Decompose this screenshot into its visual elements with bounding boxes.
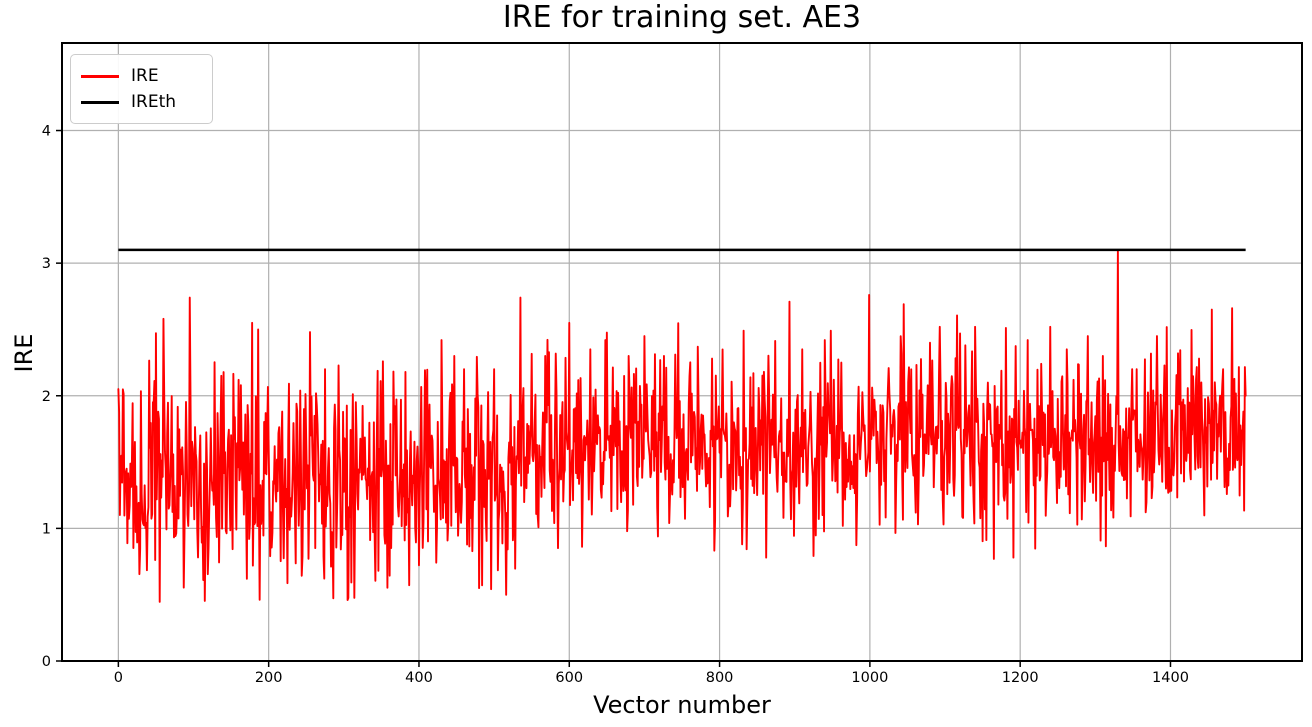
x-tick-label: 1000 (851, 670, 888, 686)
y-tick-label: 0 (42, 654, 51, 670)
ire-line-sample-icon (81, 74, 119, 78)
y-tick-label: 3 (42, 256, 51, 272)
legend-item-ireth: IREth (81, 89, 202, 115)
y-axis-label: IRE (10, 333, 38, 373)
y-tick-label: 1 (42, 521, 51, 537)
legend-label-ireth: IREth (131, 91, 177, 112)
legend-label-ire: IRE (131, 65, 159, 86)
chart-title: IRE for training set. AE3 (502, 0, 862, 35)
y-tick-label: 2 (42, 389, 51, 405)
ire-series-line (117, 250, 1247, 603)
x-axis-label: Vector number (593, 691, 771, 719)
y-tick-label: 4 (42, 124, 51, 140)
legend-item-ire: IRE (81, 63, 202, 89)
x-tick-label: 600 (555, 670, 583, 686)
x-tick-label: 400 (405, 670, 433, 686)
legend: IRE IREth (70, 54, 213, 124)
x-tick-label: 200 (255, 670, 283, 686)
plot-border (61, 42, 1303, 662)
ireth-line-sample-icon (81, 100, 119, 104)
x-tick-label: 800 (706, 670, 734, 686)
x-tick-label: 0 (114, 670, 123, 686)
x-tick-label: 1200 (1002, 670, 1039, 686)
x-tick-label: 1400 (1152, 670, 1189, 686)
